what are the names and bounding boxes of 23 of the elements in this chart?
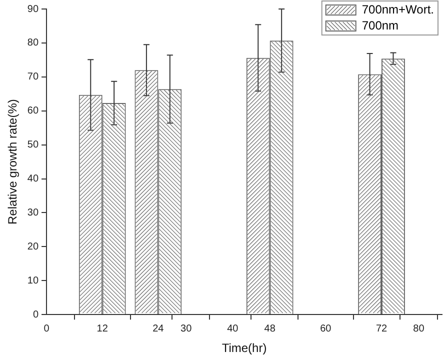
y-tick-label: 0 xyxy=(32,309,39,320)
legend-label: 700nm+Wort. xyxy=(362,2,434,16)
x-tick-label: 0 xyxy=(44,323,50,334)
legend-label: 700nm xyxy=(362,18,399,32)
x-tick-label: 12 xyxy=(96,323,108,334)
y-axis-title: Relative growth rate(%) xyxy=(6,99,20,224)
x-tick-label: 60 xyxy=(320,323,332,334)
y-tick-label: 80 xyxy=(27,38,39,49)
y-tick-label: 30 xyxy=(27,207,39,218)
y-tick-label: 60 xyxy=(27,106,39,117)
y-tick-label: 20 xyxy=(27,241,39,252)
y-tick-label: 40 xyxy=(27,174,39,185)
y-tick-label: 90 xyxy=(27,4,39,15)
y-tick-label: 50 xyxy=(27,140,39,151)
x-tick-label: 30 xyxy=(180,323,192,334)
x-tick-label: 40 xyxy=(227,323,239,334)
x-tick-label: 80 xyxy=(413,323,425,334)
y-tick-label: 70 xyxy=(27,72,39,83)
x-tick-label: 48 xyxy=(264,323,276,334)
x-tick-label: 72 xyxy=(376,323,388,334)
x-tick-label: 24 xyxy=(152,323,164,334)
y-tick-label: 10 xyxy=(27,275,39,286)
x-axis-title: Time(hr) xyxy=(222,341,267,356)
